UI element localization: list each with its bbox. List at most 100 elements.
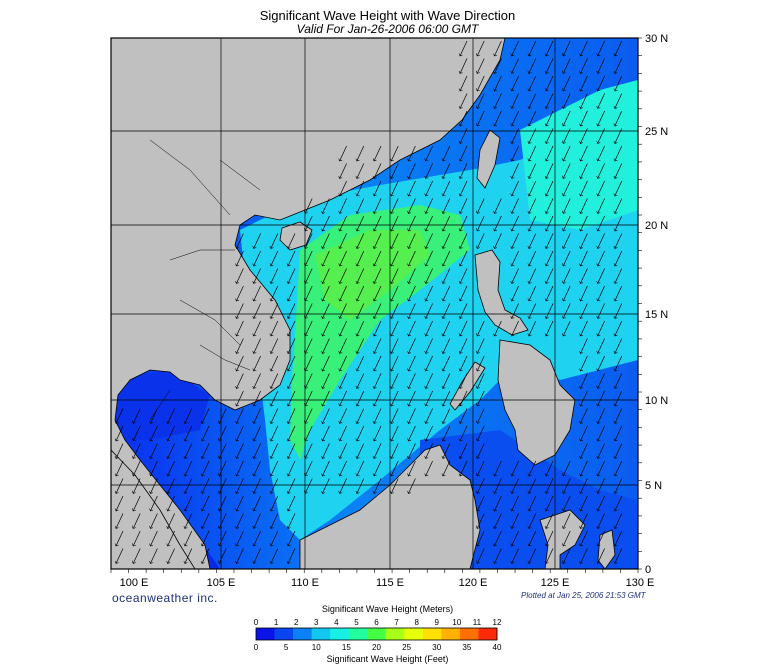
wave-arrow [271, 478, 279, 494]
wave-arrow [615, 548, 623, 564]
wave-arrow [580, 285, 588, 301]
wave-arrow [615, 233, 623, 249]
wave-arrow [580, 303, 588, 319]
country-borders [149, 139, 261, 421]
wave-arrow [305, 390, 313, 406]
wave-arrow [219, 425, 227, 441]
wave-arrow [615, 495, 623, 511]
colorbar-swatch [311, 628, 331, 640]
wave-arrow [357, 303, 365, 319]
wave-arrow [254, 443, 261, 459]
wave-arrow [443, 425, 451, 441]
wave-arrow [236, 548, 244, 564]
wave-arrow [598, 303, 605, 319]
wave-arrow [305, 478, 313, 494]
wave-arrow [271, 513, 279, 529]
wave-arrow [340, 180, 347, 196]
wave-arrow [202, 530, 210, 546]
wave-arrow [133, 530, 141, 546]
wave-arrow [529, 93, 537, 109]
wave-arrow [598, 495, 605, 511]
colorbar-swatch [478, 628, 498, 640]
wave-arrow [426, 320, 433, 336]
wave-arrow [598, 215, 605, 231]
wave-arrow [391, 478, 399, 494]
wave-arrow [598, 425, 605, 441]
wave-arrow [340, 145, 347, 161]
wave-arrow [202, 460, 210, 476]
wave-field-light-cyan [520, 80, 638, 230]
wave-arrow [580, 320, 588, 336]
wave-arrow [391, 268, 399, 284]
wave-arrow [580, 198, 588, 214]
wave-arrow [512, 530, 519, 546]
wave-arrow [598, 530, 605, 546]
wave-arrow [615, 390, 623, 406]
wave-arrow [357, 390, 365, 406]
wave-arrow [236, 513, 244, 529]
wave-arrow [512, 180, 519, 196]
colorbar-frame [255, 627, 498, 641]
wave-arrow [460, 390, 468, 406]
wave-arrow [443, 373, 451, 389]
colorbar-meter-tick: 10 [452, 618, 461, 627]
wave-arrow [460, 93, 468, 109]
wave-arrow [374, 180, 382, 196]
wave-arrow [288, 478, 296, 494]
wave-arrow [512, 145, 519, 161]
wave-arrow [494, 93, 502, 109]
wave-arrow [494, 320, 502, 336]
wave-arrow [460, 110, 468, 126]
wave-arrow [477, 495, 485, 511]
colorbar-swatch [330, 628, 350, 640]
land-halmahera [597, 529, 616, 569]
wave-arrow [426, 163, 433, 179]
land-sulawesi [539, 509, 586, 569]
wave-arrow [460, 215, 468, 231]
wave-arrow [357, 443, 365, 459]
wave-arrow [580, 215, 588, 231]
wave-arrow [340, 373, 347, 389]
wave-arrow [236, 460, 244, 476]
wave-arrow [477, 93, 485, 109]
wave-arrow [477, 355, 485, 371]
wave-arrow [305, 408, 313, 424]
brand-label: oceanweather inc. [112, 591, 218, 605]
wave-arrow [615, 425, 623, 441]
wave-arrow [322, 338, 330, 354]
wave-arrow [546, 93, 554, 109]
wave-arrow [477, 513, 485, 529]
wave-arrow [357, 180, 365, 196]
wave-arrow [340, 303, 347, 319]
wave-arrow [288, 285, 296, 301]
wave-arrow [598, 320, 605, 336]
wave-arrow [408, 478, 416, 494]
wave-arrow [443, 163, 451, 179]
wave-direction-arrows [116, 40, 623, 564]
wave-arrow [494, 460, 502, 476]
wave-arrow [529, 40, 537, 56]
wave-arrow [563, 548, 571, 564]
wave-arrow [374, 338, 382, 354]
wave-arrow [168, 530, 175, 546]
wave-arrow [529, 460, 537, 476]
colorbar-meter-tick: 3 [314, 618, 319, 627]
wave-arrow [494, 530, 502, 546]
wave-arrow [391, 198, 399, 214]
wave-arrow [580, 355, 588, 371]
wave-arrow [512, 250, 519, 266]
wave-arrow [580, 233, 588, 249]
wave-arrow [546, 163, 554, 179]
wave-arrow [288, 268, 296, 284]
colorbar-meter-ticks: 0 1 2 3 4 5 6 7 8 9 10 11 12 [254, 618, 502, 627]
wave-arrow [477, 373, 485, 389]
longitude-labels: 100 E 105 E 110 E 115 E 120 E 125 E 130 … [120, 577, 655, 589]
wave-arrow [512, 40, 519, 56]
wave-arrow [546, 180, 554, 196]
wave-arrow [598, 163, 605, 179]
wave-arrow [150, 443, 158, 459]
wave-arrow [305, 460, 313, 476]
colorbar-meter-tick: 8 [414, 618, 419, 627]
wave-arrow [598, 110, 605, 126]
